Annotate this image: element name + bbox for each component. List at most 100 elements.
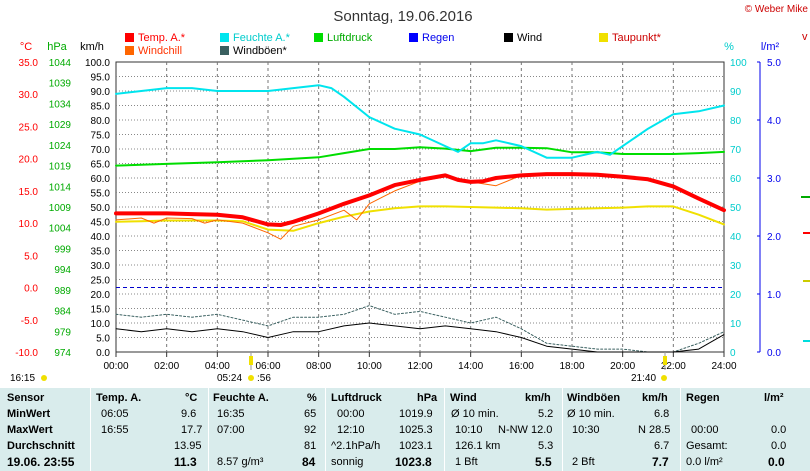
rain-axis-unit: l/m² <box>761 41 780 53</box>
temp-tick-label: -10.0 <box>15 348 38 359</box>
header-gusts-unit: km/h <box>642 392 668 404</box>
min-temp-time: 06:05 <box>101 408 129 420</box>
rain-tick-label: 4.0 <box>767 116 781 127</box>
column-divider <box>90 388 91 471</box>
humidity-tick-label: 70 <box>730 145 742 156</box>
wind-tick-label: 45.0 <box>91 218 111 229</box>
header-rain-unit: l/m² <box>764 392 784 404</box>
legend-swatch <box>314 33 323 42</box>
column-divider <box>325 388 326 471</box>
humidity-tick-label: 40 <box>730 232 742 243</box>
wind-tick-label: 85.0 <box>91 102 111 113</box>
x-tick-label: 04:00 <box>205 361 230 372</box>
edge-marker <box>803 280 810 282</box>
header-wind-unit: km/h <box>525 392 551 404</box>
max-wind: N-NW 12.0 <box>498 424 553 436</box>
wind-axis-unit: km/h <box>80 41 104 53</box>
max-rain-time: 00:00 <box>691 424 719 436</box>
wind-tick-label: 30.0 <box>91 261 111 272</box>
pressure-tick-label: 974 <box>54 348 71 359</box>
sun-date-label: 16:15 <box>10 373 35 384</box>
pressure-tick-label: 1014 <box>49 182 72 193</box>
header-temp: Temp. A. <box>96 392 142 404</box>
temp-tick-label: 20.0 <box>19 155 39 166</box>
rain-tick-label: 1.0 <box>767 290 781 301</box>
x-tick-label: 10:00 <box>357 361 382 372</box>
temp-axis-unit: °C <box>20 41 32 53</box>
pressure-tick-label: 1029 <box>49 120 72 131</box>
row-label-now: 19.06. 23:55 <box>7 455 75 469</box>
wind-tick-label: 50.0 <box>91 203 111 214</box>
pressure-tick-label: 1039 <box>49 79 72 90</box>
legend-swatch <box>220 46 229 55</box>
pressure-tick-label: 1034 <box>49 99 72 110</box>
humidity-tick-label: 30 <box>730 261 742 272</box>
header-pressure-unit: hPa <box>417 392 438 404</box>
humidity-tick-label: 20 <box>730 290 742 301</box>
max-press-time: 12:10 <box>337 424 365 436</box>
legend-swatch <box>599 33 608 42</box>
x-tick-label: 08:00 <box>306 361 331 372</box>
legend-label: Windchill <box>138 45 182 57</box>
pressure-tick-label: 984 <box>54 307 71 318</box>
humidity-tick-label: 90 <box>730 87 742 98</box>
now-abs-humidity: 8.57 g/m³ <box>217 456 264 468</box>
wind-tick-label: 70.0 <box>91 145 111 156</box>
max-gust-time: 10:30 <box>572 424 600 436</box>
humidity-tick-label: 0 <box>730 348 736 359</box>
min-wind-label: Ø 10 min. <box>451 408 499 420</box>
max-gust: N 28.5 <box>638 424 671 436</box>
legend-item-wind: Wind <box>504 32 542 44</box>
sunrise-sub-label: :56 <box>257 373 271 384</box>
row-label-max: MaxWert <box>7 424 53 436</box>
wind-tick-label: 60.0 <box>91 174 111 185</box>
avg-rain: 0.0 <box>771 440 787 452</box>
legend-item-windchill: Windchill <box>125 45 182 57</box>
sunrise-label: 05:24 <box>217 373 242 384</box>
sun-icon <box>661 375 667 381</box>
header-humidity-unit: % <box>307 392 317 404</box>
rain-tick-label: 2.0 <box>767 232 781 243</box>
header-wind: Wind <box>450 392 477 404</box>
x-tick-label: 16:00 <box>509 361 534 372</box>
min-press-time: 00:00 <box>337 408 365 420</box>
max-hum: 92 <box>304 424 317 436</box>
legend-item-dewpoint: Taupunkt* <box>599 32 662 44</box>
now-press: 1023.8 <box>395 455 432 469</box>
column-divider <box>208 388 209 471</box>
temp-tick-label: 15.0 <box>19 187 39 198</box>
temp-tick-label: 0.0 <box>24 284 38 295</box>
legend-item-gusts: Windböen* <box>220 45 288 57</box>
legend-item-rain: Regen <box>409 32 454 44</box>
x-tick-label: 18:00 <box>559 361 584 372</box>
header-gusts: Windböen <box>567 392 621 404</box>
temp-tick-label: 25.0 <box>19 122 39 133</box>
column-divider <box>562 388 563 471</box>
wind-tick-label: 0.0 <box>96 348 110 359</box>
humidity-axis-unit: % <box>724 41 734 53</box>
sunset-marker <box>663 356 667 365</box>
wind-tick-label: 10.0 <box>91 319 111 330</box>
dewpoint-series <box>115 205 725 232</box>
wind-tick-label: 55.0 <box>91 189 111 200</box>
credit-text: © Weber Mike <box>745 4 809 15</box>
sun-icon <box>41 375 47 381</box>
wind-tick-label: 5.0 <box>96 334 110 345</box>
avg-press: 1023.1 <box>399 440 433 452</box>
x-tick-label: 24:00 <box>711 361 736 372</box>
row-label-avg: Durchschnitt <box>7 440 75 452</box>
edge-marker: v <box>802 31 808 43</box>
humidity-tick-label: 50 <box>730 203 742 214</box>
x-tick-label: 02:00 <box>154 361 179 372</box>
pressure-series <box>115 146 725 167</box>
legend-label: Temp. A.* <box>138 32 186 44</box>
avg-wind-distance: 126.1 km <box>455 440 501 452</box>
pressure-tick-label: 1019 <box>49 162 72 173</box>
legend-swatch <box>125 33 134 42</box>
temp-tick-label: 35.0 <box>19 58 39 69</box>
header-pressure: Luftdruck <box>331 392 382 404</box>
humidity-tick-label: 10 <box>730 319 742 330</box>
wind-tick-label: 25.0 <box>91 276 111 287</box>
max-wind-time: 10:10 <box>455 424 483 436</box>
humidity-tick-label: 60 <box>730 174 742 185</box>
